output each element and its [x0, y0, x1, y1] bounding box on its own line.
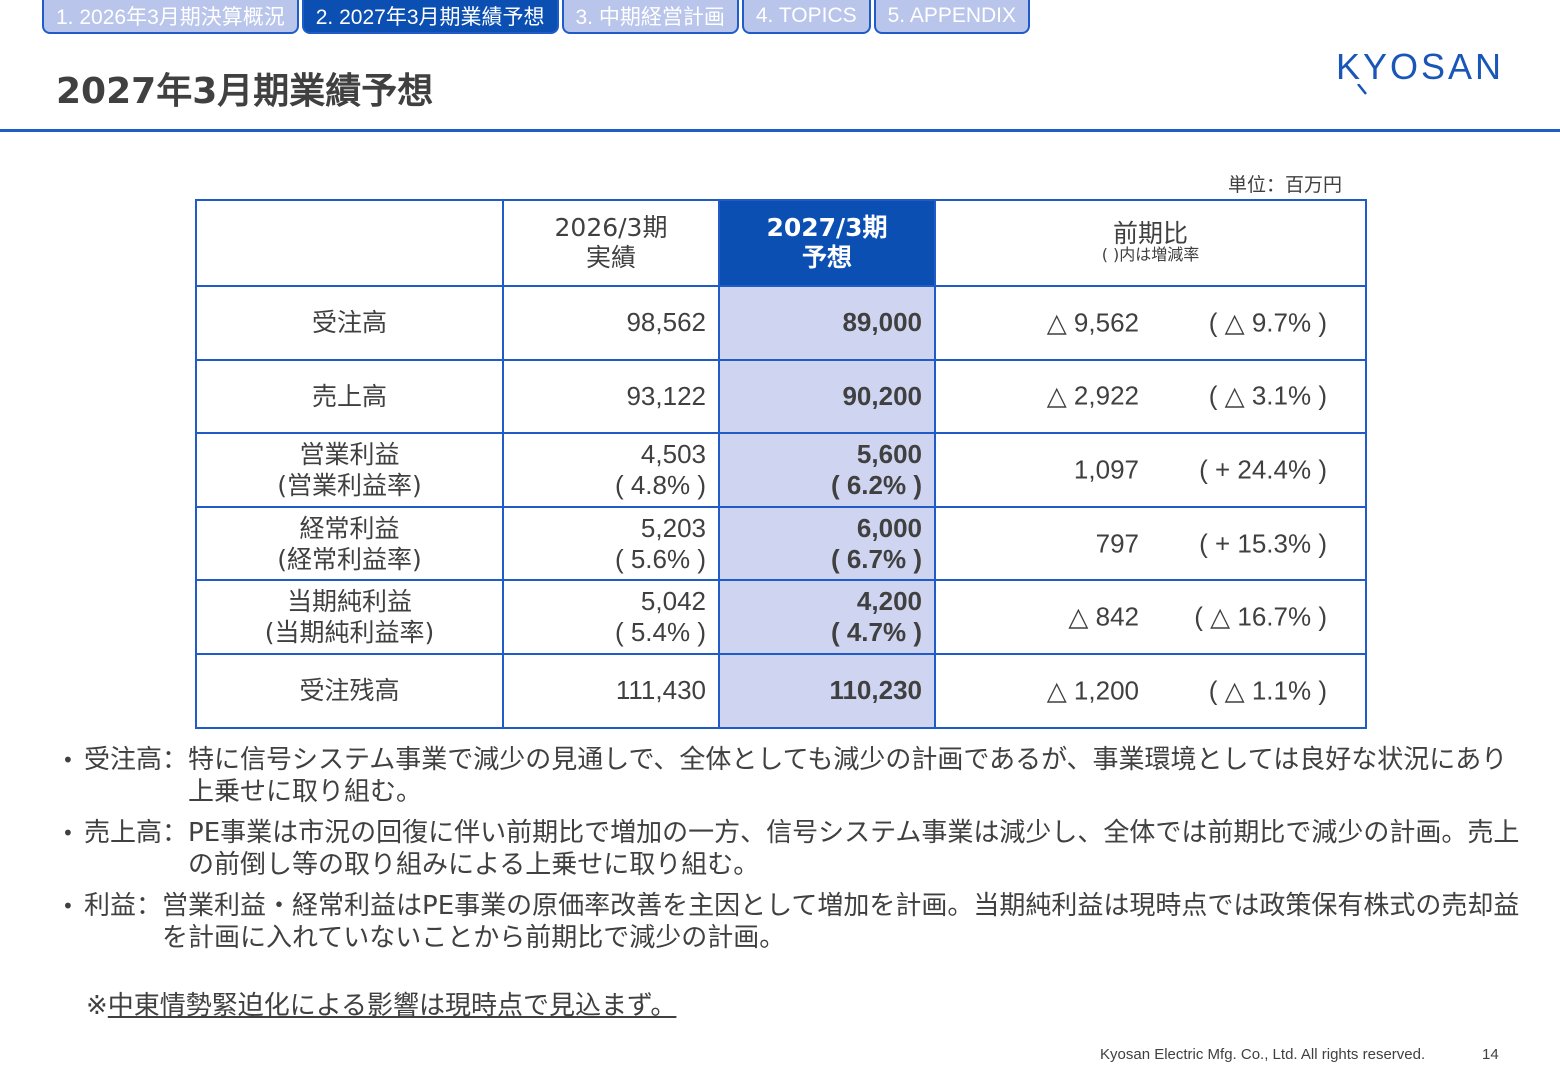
header-forecast: 2027/3期 予想	[718, 199, 936, 287]
logo-wordmark: KYOSAN	[1336, 46, 1505, 87]
row-actual: 5,203	[640, 512, 706, 543]
row-label: 営業利益	[299, 439, 400, 469]
row-forecast: 6,000	[856, 512, 922, 543]
row-forecast: 89,000	[842, 307, 922, 338]
row-forecast: 90,200	[842, 380, 922, 411]
row-rate: ( △ 9.7% )	[1208, 307, 1327, 338]
row-actual: 5,042	[640, 586, 706, 617]
page-title: 2027年3月期業績予想	[56, 71, 434, 112]
notes-list: • 受注高： 特に信号システム事業で減少の見通しで、全体としても減少の計画である…	[62, 744, 1522, 963]
tab-section-3[interactable]: 3. 中期経営計画	[561, 0, 739, 34]
table-row: 受注残高 111,430 110,230 △ 1,200 ( △ 1.1% )	[195, 652, 1367, 729]
row-actual: 4,503	[640, 438, 706, 469]
header-forecast-period: 2027/3期	[766, 213, 888, 242]
row-actual-rate: ( 4.8% )	[614, 469, 706, 500]
header-yoy-label: 前期比	[1112, 219, 1188, 248]
note-text: 特に信号システム事業で減少の見通しで、全体としても減少の計画であるが、事業環境と…	[188, 745, 1508, 807]
row-rate: ( + 15.3% )	[1199, 528, 1327, 559]
row-diff: 797	[1095, 528, 1139, 559]
row-sublabel: (当期純利益率)	[264, 618, 435, 648]
note-label: 受注高：	[84, 745, 189, 775]
table-row: 経常利益 (経常利益率) 5,203 ( 5.6% ) 6,000 ( 6.7%…	[195, 505, 1367, 582]
note-item: • 利益： 営業利益・経常利益はPE事業の原価率改善を主因として増加を計画。当期…	[62, 890, 1522, 954]
section-nav: 1. 2026年3月期決算概況 2. 2027年3月期業績予想 3. 中期経営計…	[42, 0, 1033, 38]
header-blank-cell	[195, 199, 504, 287]
header-actual-period: 2026/3期	[554, 213, 668, 242]
note-label: 利益：	[84, 891, 163, 921]
footnote-mark: ※	[86, 991, 108, 1021]
page-number: 14	[1482, 1046, 1499, 1063]
row-rate: ( △ 3.1% )	[1208, 380, 1327, 411]
row-forecast: 4,200	[856, 586, 922, 617]
note-item: • 売上高： PE事業は市況の回復に伴い前期比で増加の一方、信号システム事業は減…	[62, 817, 1522, 881]
bullet-icon: •	[62, 821, 74, 845]
footnote-text: 中東情勢緊迫化による影響は現時点で見込まず。	[107, 991, 677, 1021]
note-text: 営業利益・経常利益はPE事業の原価率改善を主因として増加を計画。当期純利益は現時…	[162, 891, 1520, 953]
row-label: 当期純利益	[286, 587, 412, 617]
table-row: 受注高 98,562 89,000 △ 9,562 ( △ 9.7% )	[195, 285, 1367, 361]
header-actual-label: 実績	[585, 243, 636, 272]
row-actual: 93,122	[626, 380, 706, 411]
copyright: Kyosan Electric Mfg. Co., Ltd. All right…	[1100, 1046, 1426, 1063]
row-label: 売上高	[311, 381, 387, 411]
row-diff: △ 842	[1068, 601, 1139, 632]
row-sublabel: (経常利益率)	[277, 544, 422, 574]
table-row: 売上高 93,122 90,200 △ 2,922 ( △ 3.1% )	[195, 358, 1367, 435]
tab-section-4[interactable]: 4. TOPICS	[741, 0, 871, 34]
row-diff: △ 2,922	[1046, 380, 1139, 411]
logo-mark-icon	[1357, 84, 1367, 95]
note-item: • 受注高： 特に信号システム事業で減少の見通しで、全体としても減少の計画である…	[62, 744, 1522, 808]
row-diff: △ 1,200	[1046, 675, 1139, 706]
note-text: PE事業は市況の回復に伴い前期比で増加の一方、信号システム事業は減少し、全体では…	[188, 818, 1520, 880]
note-label: 売上高：	[84, 818, 189, 848]
bullet-icon: •	[62, 748, 74, 772]
row-actual: 111,430	[615, 675, 706, 706]
row-forecast: 110,230	[829, 675, 922, 706]
row-actual: 98,562	[626, 307, 706, 338]
bullet-icon: •	[62, 894, 74, 918]
row-forecast: 5,600	[856, 438, 922, 469]
row-label: 受注高	[311, 308, 387, 338]
tab-section-1[interactable]: 1. 2026年3月期決算概況	[42, 0, 299, 34]
row-label: 受注残高	[299, 676, 400, 706]
table-row: 当期純利益 (当期純利益率) 5,042 ( 5.4% ) 4,200 ( 4.…	[195, 579, 1367, 655]
tab-section-2[interactable]: 2. 2027年3月期業績予想	[301, 0, 559, 34]
row-forecast-rate: ( 6.2% )	[830, 469, 922, 500]
row-diff: △ 9,562	[1046, 307, 1139, 338]
row-diff: 1,097	[1073, 454, 1139, 485]
row-forecast-rate: ( 6.7% )	[830, 543, 922, 574]
forecast-table: 2026/3期 実績 2027/3期 予想 前期比 ( )内は増減率 受注高 9…	[195, 199, 1367, 729]
header-forecast-label: 予想	[801, 243, 852, 272]
company-logo: KYOSAN	[1336, 46, 1506, 96]
row-actual-rate: ( 5.6% )	[614, 543, 706, 574]
row-rate: ( △ 1.1% )	[1208, 675, 1327, 706]
row-sublabel: (営業利益率)	[277, 470, 422, 500]
table-header-row: 2026/3期 実績 2027/3期 予想 前期比 ( )内は増減率	[195, 199, 1367, 287]
header-actual: 2026/3期 実績	[502, 199, 720, 287]
row-forecast-rate: ( 4.7% )	[830, 617, 922, 648]
header-yoy: 前期比 ( )内は増減率	[934, 199, 1367, 287]
row-rate: ( △ 16.7% )	[1194, 601, 1327, 632]
title-divider	[0, 129, 1560, 132]
row-rate: ( + 24.4% )	[1199, 454, 1327, 485]
header-yoy-note: ( )内は増減率	[1101, 245, 1200, 264]
unit-label: 単位：百万円	[1228, 174, 1343, 196]
footnote: ※中東情勢緊迫化による影響は現時点で見込まず。	[86, 985, 676, 1022]
row-actual-rate: ( 5.4% )	[614, 617, 706, 648]
row-label: 経常利益	[299, 513, 400, 543]
table-row: 営業利益 (営業利益率) 4,503 ( 4.8% ) 5,600 ( 6.2%…	[195, 432, 1367, 508]
tab-section-5[interactable]: 5. APPENDIX	[873, 0, 1031, 34]
